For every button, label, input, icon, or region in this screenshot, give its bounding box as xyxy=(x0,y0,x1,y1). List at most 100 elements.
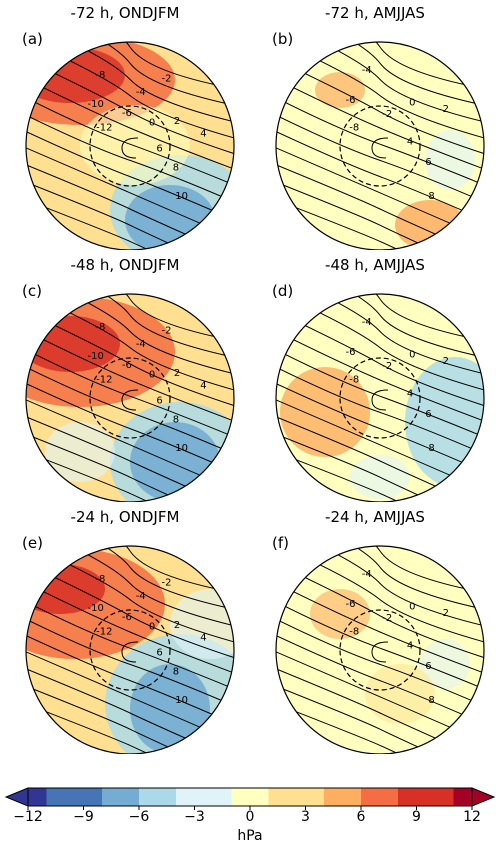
contour-label: 2 xyxy=(443,104,449,115)
isobar-loop xyxy=(121,641,139,663)
isobar-line xyxy=(26,42,234,133)
contour-label: -2 xyxy=(162,578,172,589)
panel-a-letter: (a) xyxy=(22,30,43,48)
panel-f-title: -24 h, AMJJAS xyxy=(325,508,425,526)
isobar-line xyxy=(276,42,484,97)
contour-label: 4 xyxy=(407,137,413,148)
contour-label: 2 xyxy=(443,356,449,367)
isobar-line xyxy=(26,294,234,367)
reference-ring xyxy=(89,609,171,691)
colorbar-segment xyxy=(120,788,140,806)
domain-boundary xyxy=(275,41,485,250)
colorbar-segment xyxy=(416,788,436,806)
colorbar-segment xyxy=(65,788,84,806)
isobar-line xyxy=(26,667,234,754)
anomaly-field xyxy=(276,294,484,502)
contour-label: 6 xyxy=(425,409,431,420)
isobar-line xyxy=(26,685,234,754)
colorbar-tick-label: 3 xyxy=(301,809,310,825)
anomaly-blob-4 xyxy=(45,422,115,482)
isobar-loop xyxy=(371,389,389,411)
colorbar-segment xyxy=(250,788,269,806)
panel-e-title: -24 h, ONDJFM xyxy=(70,508,180,526)
isobar-line xyxy=(276,546,484,619)
colorbar-segment xyxy=(83,788,103,806)
contour-label: -8 xyxy=(349,123,359,134)
isobar-line xyxy=(276,294,484,385)
anomaly-field xyxy=(276,42,484,250)
panel-a-title: -72 h, ONDJFM xyxy=(70,4,180,22)
colorbar-segment xyxy=(268,788,288,806)
panel-a-map: -12 -10 -8 -6 -4 -2 0 2 4 68 10 xyxy=(25,41,235,250)
isobar-line xyxy=(26,433,234,502)
colorbar-segment xyxy=(398,788,417,806)
contour-label: -6 xyxy=(122,612,132,623)
colorbar-segment xyxy=(287,788,306,806)
contour-label: 0 xyxy=(409,349,415,360)
contour-label: 10 xyxy=(175,191,188,202)
panel-b: -8 -6 -4 -2 0 2 4 6 8 -72 h, AMJJAS (b) xyxy=(250,0,500,250)
isobar-line xyxy=(26,294,234,385)
colorbar-segment xyxy=(157,788,177,806)
anomaly-blob-1 xyxy=(26,47,125,103)
contour-label: 8 xyxy=(428,191,434,202)
colorbar-tick-label: 0 xyxy=(245,809,255,825)
colorbar-segment xyxy=(342,788,362,806)
domain-boundary xyxy=(25,545,235,754)
contour-label: 8 xyxy=(428,695,434,706)
contour-label: -4 xyxy=(362,317,372,328)
contour-label: -8 xyxy=(95,574,105,585)
colorbar-segment xyxy=(231,788,251,806)
anomaly-blob-3 xyxy=(130,664,210,754)
contour-label: 10 xyxy=(175,443,188,454)
colorbar-segment xyxy=(324,788,343,806)
panel-b-title: -72 h, AMJJAS xyxy=(325,4,425,22)
anomaly-field xyxy=(26,546,234,754)
contour-label: 8 xyxy=(173,163,179,174)
panel-b-letter: (b) xyxy=(272,30,294,48)
contour-label: 6 xyxy=(425,661,431,672)
domain-boundary xyxy=(25,293,235,502)
panel-a: -12 -10 -8 -6 -4 -2 0 2 4 6 8 10 -72 h, ONDJFM (a) xyxy=(0,0,250,250)
reference-ring xyxy=(89,105,171,187)
contour-label: -6 xyxy=(346,599,356,610)
contour-label: 2 xyxy=(174,116,180,127)
isobar-line xyxy=(26,163,234,250)
colorbar-tick-label: 12 xyxy=(463,809,481,825)
contour-label: -2 xyxy=(382,613,392,624)
anomaly-blob-2 xyxy=(420,639,470,689)
contour-label: -12 xyxy=(96,375,112,386)
contour-label: -6 xyxy=(346,95,356,106)
isobar-line xyxy=(276,42,484,133)
anomaly-field xyxy=(276,546,484,754)
panel-c: -12 -10 -8 -6 -4 -2 0 2 4 6 8 10 -48 h, ONDJFM (c) xyxy=(0,252,250,502)
panel-c-title: -48 h, ONDJFM xyxy=(70,256,180,274)
panel-f-map: -8 -6 -4 -2 0 2 4 6 8 xyxy=(275,545,485,754)
panel-f: -8 -6 -4 -2 0 2 4 6 8 -24 h, AMJJAS (f) xyxy=(250,504,500,754)
contour-label: -4 xyxy=(136,87,146,98)
colorbar-tick-label: −6 xyxy=(128,809,150,825)
contour-label: -4 xyxy=(362,569,372,580)
colorbar-segment xyxy=(46,788,66,806)
isobar-line xyxy=(276,433,484,502)
contour-label: 4 xyxy=(200,129,206,140)
colorbar-segment xyxy=(194,788,214,806)
contour-label: 0 xyxy=(149,622,155,633)
panel-c-map: -12 -10 -8 -6 -4 -2 0 2 4 68 10 xyxy=(25,293,235,502)
contour-label: 0 xyxy=(409,97,415,108)
contour-label: 4 xyxy=(407,389,413,400)
isobar-line xyxy=(276,415,484,502)
anomaly-blob-4 xyxy=(80,105,190,185)
isobar-line xyxy=(276,42,484,115)
contour-label: 10 xyxy=(175,695,188,706)
isobar-loop xyxy=(121,389,139,411)
colorbar-min-arrow xyxy=(4,787,29,807)
contour-label: -6 xyxy=(122,108,132,119)
isobar-line xyxy=(26,294,234,349)
domain-boundary xyxy=(25,41,235,250)
anomaly-blob-1 xyxy=(280,367,370,457)
colorbar-segment xyxy=(139,788,158,806)
contour-label: 8 xyxy=(428,443,434,454)
isobar-line xyxy=(276,181,484,250)
colorbar-segment xyxy=(361,788,380,806)
